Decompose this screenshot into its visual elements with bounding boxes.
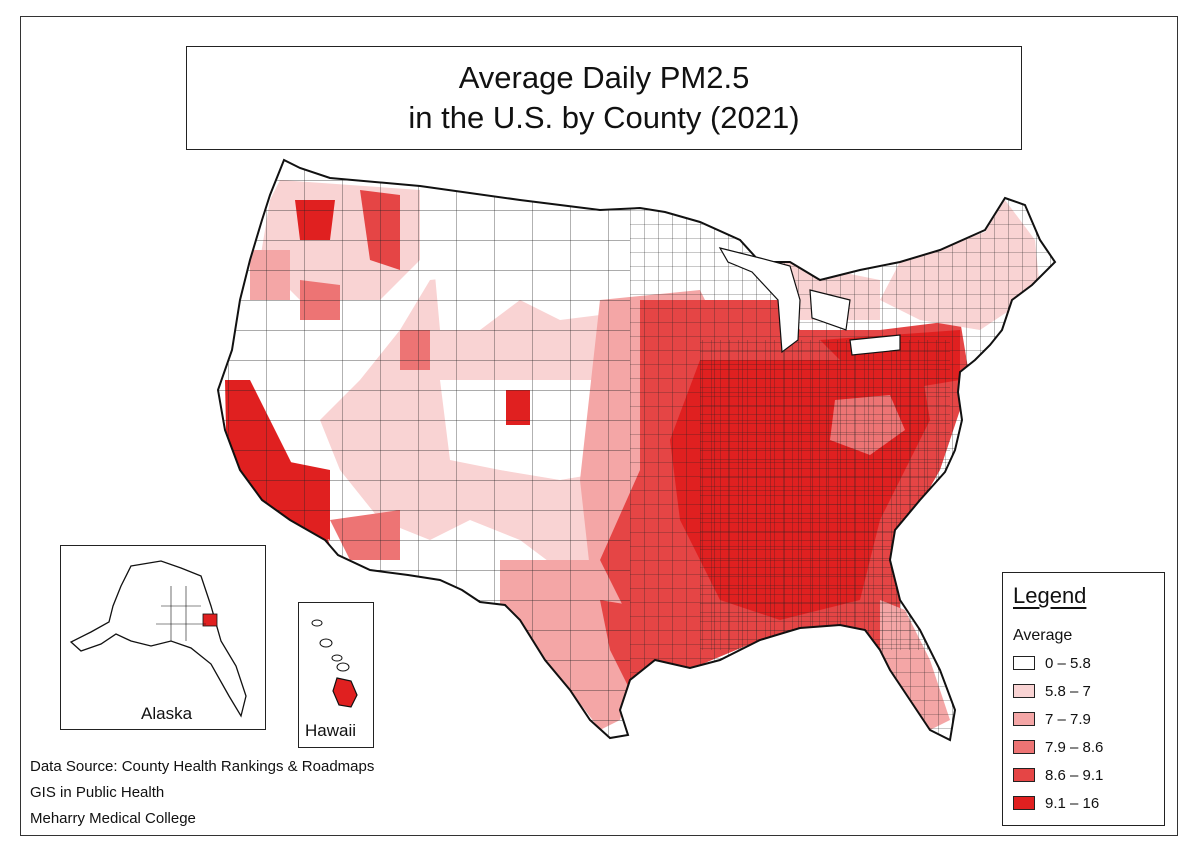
legend-item: 8.6 – 9.1: [1013, 765, 1103, 785]
legend-label: 8.6 – 9.1: [1045, 766, 1104, 784]
legend-label: 7 – 7.9: [1045, 710, 1091, 728]
legend-item: 5.8 – 7: [1013, 681, 1091, 701]
map-title-line-1: Average Daily PM2.5: [458, 60, 750, 95]
hawaii-label: Hawaii: [305, 721, 357, 740]
us-outline: [216, 158, 1057, 742]
legend-swatch: [1013, 712, 1035, 726]
legend-item: 0 – 5.8: [1013, 653, 1091, 673]
legend-label: 9.1 – 16: [1045, 794, 1100, 812]
legend-swatch: [1013, 796, 1035, 810]
legend-swatch: [1013, 768, 1035, 782]
organization-text: GIS in Public Health: [30, 784, 165, 801]
alaska-inset: Alaska: [60, 545, 266, 730]
hawaii-shape: [311, 619, 358, 708]
alaska-label: Alaska: [141, 704, 193, 723]
legend-item: 7 – 7.9: [1013, 709, 1091, 729]
page-frame: [20, 16, 1178, 836]
legend-title: Legend: [1013, 583, 1087, 608]
legend-subtitle: Average: [1013, 627, 1073, 644]
legend-swatch: [1013, 684, 1035, 698]
map-title-line-2: in the U.S. by County (2021): [408, 100, 800, 135]
legend-item: 7.9 – 8.6: [1013, 737, 1103, 757]
legend: Legend Average 0 – 5.8 5.8 – 7 7 – 7.9 7…: [1002, 572, 1165, 826]
legend-swatch: [1013, 656, 1035, 670]
alaska-shape: [69, 560, 247, 718]
hawaii-inset: Hawaii: [298, 602, 374, 748]
institution-text: Meharry Medical College: [30, 810, 196, 827]
legend-swatch: [1013, 740, 1035, 754]
title-box: Average Daily PM2.5 in the U.S. by Count…: [186, 46, 1022, 150]
legend-item: 9.1 – 16: [1013, 793, 1099, 813]
legend-label: 7.9 – 8.6: [1045, 738, 1104, 756]
data-source-text: Data Source: County Health Rankings & Ro…: [30, 758, 375, 775]
great-lakes: [718, 247, 901, 356]
legend-label: 5.8 – 7: [1045, 682, 1091, 700]
legend-label: 0 – 5.8: [1045, 654, 1091, 672]
credits: Data Source: County Health Rankings & Ro…: [30, 754, 374, 832]
